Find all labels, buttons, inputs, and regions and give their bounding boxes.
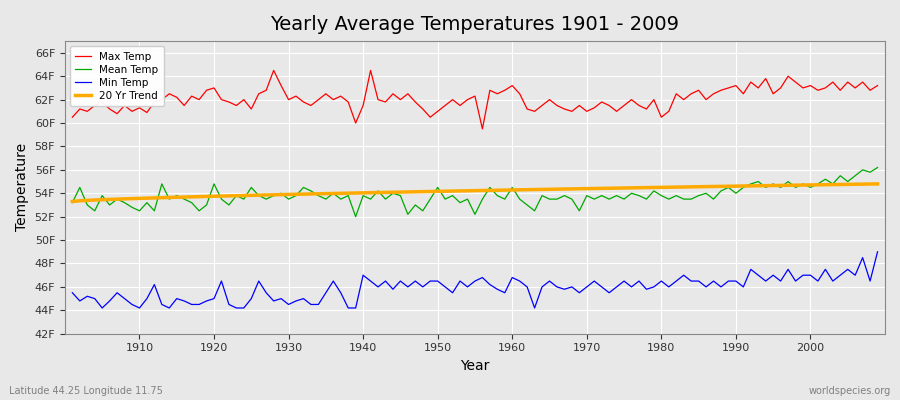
X-axis label: Year: Year — [460, 359, 490, 373]
Min Temp — [872, 249, 883, 254]
Max Temp — [127, 109, 138, 114]
Min Temp — [67, 290, 77, 295]
Text: Latitude 44.25 Longitude 11.75: Latitude 44.25 Longitude 11.75 — [9, 386, 163, 396]
Line: 20 Yr Trend: 20 Yr Trend — [72, 184, 878, 202]
Mean Temp — [127, 205, 138, 210]
Max Temp — [343, 100, 354, 104]
20 Yr Trend — [500, 188, 510, 192]
Min Temp — [343, 306, 354, 310]
20 Yr Trend — [336, 191, 346, 196]
Max Temp — [611, 109, 622, 114]
20 Yr Trend — [67, 199, 77, 204]
Min Temp — [514, 279, 525, 284]
Max Temp — [477, 126, 488, 131]
Mean Temp — [507, 185, 517, 190]
Text: worldspecies.org: worldspecies.org — [809, 386, 891, 396]
Line: Min Temp: Min Temp — [72, 252, 878, 308]
Min Temp — [507, 275, 517, 280]
Min Temp — [97, 306, 108, 310]
20 Yr Trend — [872, 182, 883, 186]
Mean Temp — [604, 197, 615, 202]
Max Temp — [522, 106, 533, 111]
20 Yr Trend — [597, 186, 608, 191]
Line: Mean Temp: Mean Temp — [72, 168, 878, 217]
Max Temp — [67, 115, 77, 120]
Mean Temp — [350, 214, 361, 219]
Mean Temp — [872, 165, 883, 170]
Mean Temp — [291, 193, 302, 198]
Mean Temp — [67, 200, 77, 205]
20 Yr Trend — [291, 192, 302, 197]
Min Temp — [298, 296, 309, 301]
Max Temp — [298, 100, 309, 104]
20 Yr Trend — [507, 188, 517, 192]
Min Temp — [134, 306, 145, 310]
Legend: Max Temp, Mean Temp, Min Temp, 20 Yr Trend: Max Temp, Mean Temp, Min Temp, 20 Yr Tre… — [70, 46, 164, 106]
Mean Temp — [336, 197, 346, 202]
Title: Yearly Average Temperatures 1901 - 2009: Yearly Average Temperatures 1901 - 2009 — [271, 15, 680, 34]
Line: Max Temp: Max Temp — [72, 70, 878, 129]
Max Temp — [872, 83, 883, 88]
Max Temp — [268, 68, 279, 73]
20 Yr Trend — [127, 196, 138, 201]
Y-axis label: Temperature: Temperature — [15, 143, 29, 232]
Mean Temp — [514, 197, 525, 202]
Max Temp — [514, 91, 525, 96]
Min Temp — [604, 290, 615, 295]
